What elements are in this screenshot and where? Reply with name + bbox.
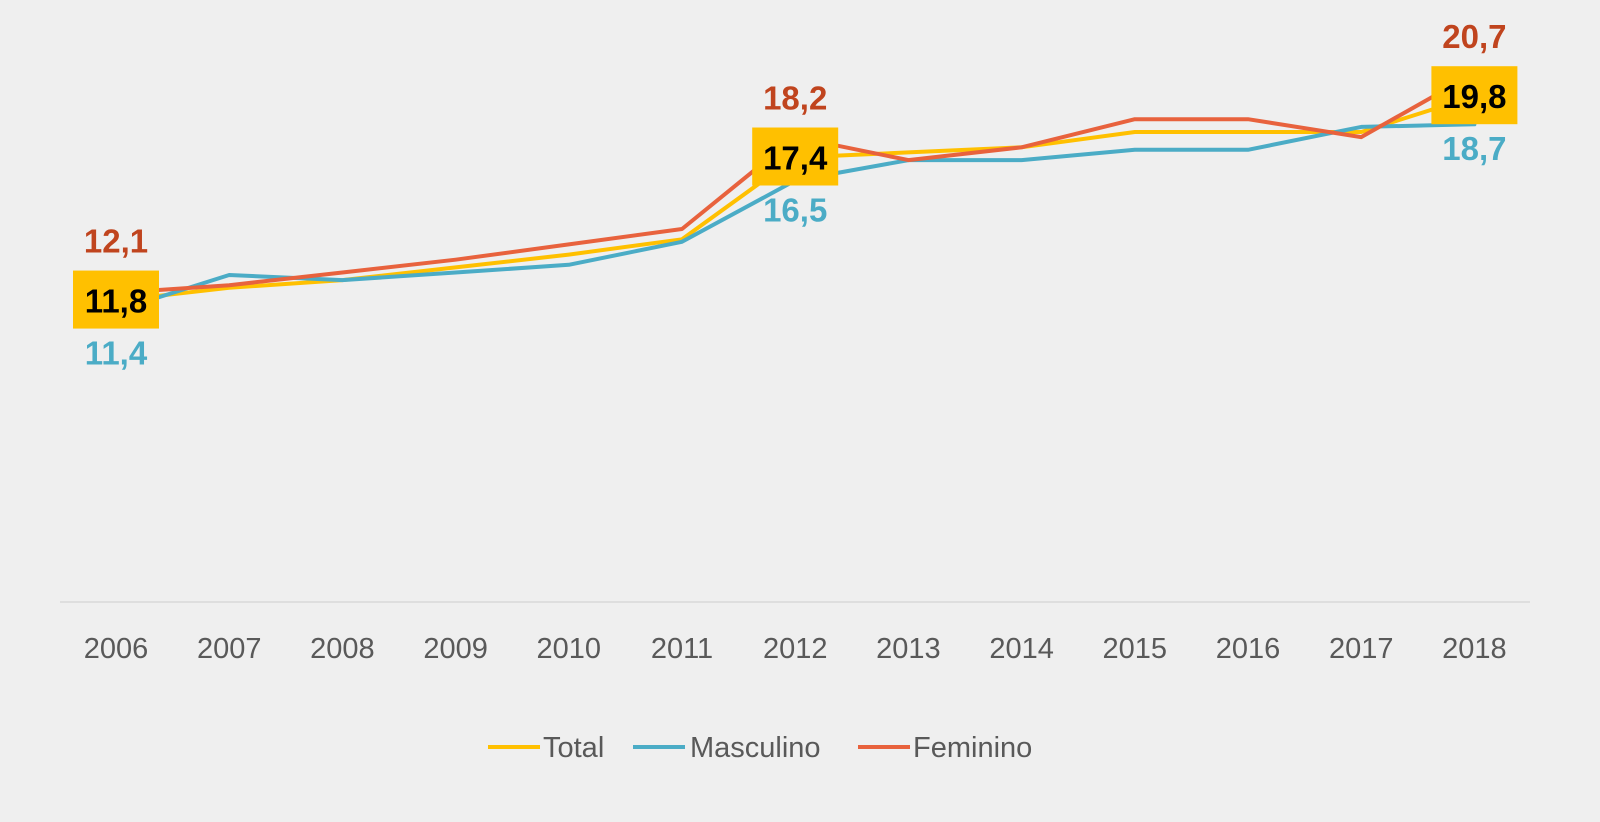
total-data-label: 17,4 — [763, 140, 828, 177]
x-tick-label: 2006 — [84, 633, 149, 665]
x-tick-label: 2016 — [1216, 633, 1281, 665]
legend-label-feminino: Feminino — [913, 732, 1032, 764]
x-tick-label: 2014 — [989, 633, 1054, 665]
x-tick-label: 2012 — [763, 633, 828, 665]
feminino-data-label: 18,2 — [763, 80, 827, 117]
masculino-data-label: 16,5 — [763, 192, 827, 229]
x-tick-label: 2017 — [1329, 633, 1394, 665]
total-data-label: 11,8 — [85, 283, 147, 320]
data-labels: 11,8 12,1 11,4 17,4 18,2 16,5 19,8 20,7 18,7 — [73, 18, 1518, 372]
legend: Total Masculino Feminino — [488, 732, 1032, 764]
masculino-data-label: 18,7 — [1442, 130, 1506, 167]
x-tick-label: 2015 — [1103, 633, 1168, 665]
x-tick-label: 2018 — [1442, 633, 1507, 665]
legend-label-total: Total — [543, 732, 604, 764]
x-tick-label: 2009 — [423, 633, 488, 665]
legend-label-masculino: Masculino — [690, 732, 821, 764]
total-label-box — [73, 270, 159, 329]
x-tick-label: 2010 — [537, 633, 602, 665]
x-tick-label: 2007 — [197, 633, 262, 665]
x-tick-label: 2013 — [876, 633, 941, 665]
x-tick-label: 2011 — [651, 633, 713, 665]
x-tick-label: 2008 — [310, 633, 375, 665]
masculino-data-label: 11,4 — [85, 335, 148, 372]
total-label-box — [1431, 66, 1518, 125]
x-tick-labels: 2006 2007 2008 2009 2010 2011 2012 2013 2014 2015… — [84, 633, 1507, 665]
feminino-data-label: 12,1 — [84, 223, 148, 260]
total-data-label: 19,8 — [1442, 78, 1506, 115]
total-label-box — [752, 127, 839, 186]
feminino-data-label: 20,7 — [1442, 18, 1506, 55]
